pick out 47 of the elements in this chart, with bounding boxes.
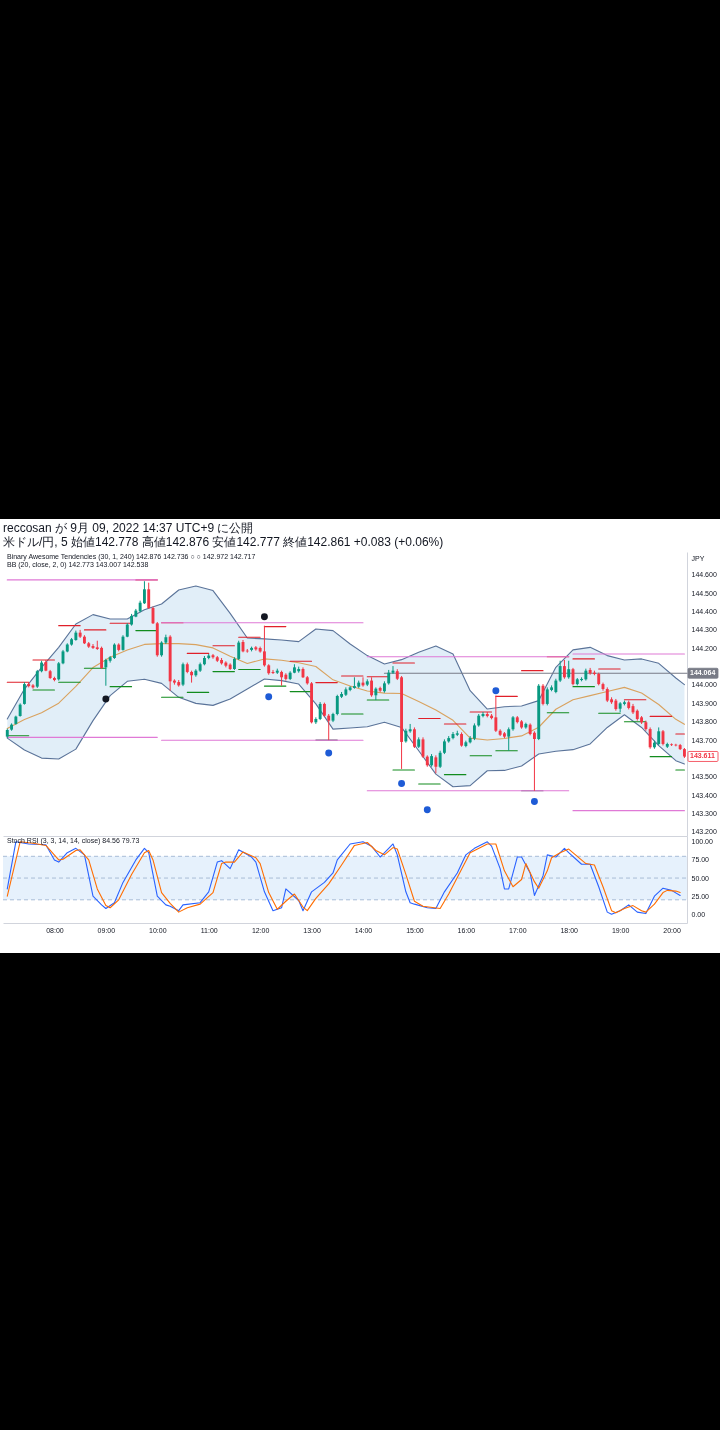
candlestick: [78, 629, 82, 639]
candlestick: [434, 754, 438, 774]
chart-subtitle: 米ドル/円, 5 始値142.778 高値142.876 安値142.777 終値142.861 +0.083 (+0.06%): [3, 535, 444, 549]
candlestick: [237, 640, 241, 661]
point: [492, 687, 500, 695]
point: [530, 798, 538, 805]
point: [423, 806, 431, 814]
line-series: [6, 678, 685, 788]
point: [260, 613, 268, 621]
candlestick: [352, 676, 356, 690]
candlestick: [524, 722, 528, 730]
candlestick: [318, 701, 322, 721]
line-series: [6, 643, 685, 741]
candlestick: [254, 645, 258, 652]
point: [325, 749, 333, 757]
candlestick: [507, 726, 511, 752]
candlestick: [194, 668, 198, 678]
candlestick: [648, 726, 652, 750]
candlestick: [408, 723, 412, 734]
candlestick: [224, 660, 228, 668]
point: [102, 695, 110, 703]
candlestick: [562, 659, 566, 680]
candlestick: [494, 695, 498, 733]
candlestick: [57, 661, 61, 682]
candlestick: [258, 646, 262, 654]
candlestick: [104, 658, 108, 687]
candlestick: [545, 686, 549, 706]
candlestick: [262, 625, 266, 668]
candlestick: [657, 726, 661, 746]
candlestick: [327, 713, 331, 741]
candlestick: [100, 646, 104, 670]
candlestick: [374, 686, 378, 701]
candlestick: [567, 660, 571, 680]
candlestick: [558, 660, 562, 683]
candlestick: [142, 580, 146, 605]
candlestick: [35, 669, 39, 689]
candlestick: [284, 672, 288, 682]
candlestick: [22, 681, 26, 706]
chart-title: reccosan が 9月 09, 2022 14:37 UTC+9 に公開: [3, 521, 254, 535]
point: [398, 780, 406, 787]
candlestick: [412, 726, 416, 749]
candlestick: [335, 694, 339, 716]
candlestick: [370, 676, 374, 698]
candlestick: [588, 667, 592, 676]
candlestick: [147, 582, 151, 610]
candlestick: [314, 716, 318, 725]
point: [265, 693, 273, 701]
